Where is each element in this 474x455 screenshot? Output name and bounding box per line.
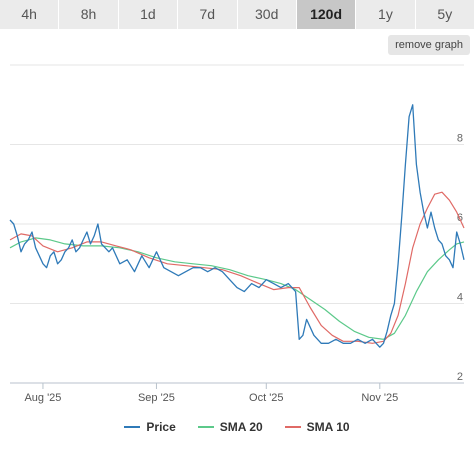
- tab-120d[interactable]: 120d: [296, 0, 357, 29]
- legend-item-sma-10[interactable]: SMA 10: [284, 420, 350, 434]
- legend-label: SMA 10: [306, 420, 350, 434]
- tab-5y[interactable]: 5y: [415, 0, 474, 29]
- x-tick-label: Oct '25: [249, 392, 284, 404]
- series-line-sma-20: [9, 237, 465, 340]
- x-axis: Aug '25 Sep '25 Oct '25 Nov '25: [10, 382, 464, 404]
- x-tick-label: Nov '25: [361, 392, 398, 404]
- y-tick-label: 4: [457, 292, 463, 304]
- series-line-price: [9, 104, 465, 348]
- x-tick-label: Sep '25: [138, 392, 175, 404]
- grid-lines: [10, 64, 464, 304]
- legend-label: SMA 20: [219, 420, 263, 434]
- remove-graph-button[interactable]: remove graph: [388, 35, 470, 55]
- tab-1d[interactable]: 1d: [118, 0, 179, 29]
- tab-7d[interactable]: 7d: [178, 0, 238, 29]
- series-line-sma-10: [9, 191, 465, 344]
- series-group: [9, 104, 465, 348]
- legend-swatch: [124, 426, 141, 428]
- legend-item-sma-20[interactable]: SMA 20: [197, 420, 263, 434]
- x-tick-label: Aug '25: [24, 392, 61, 404]
- legend-label: Price: [146, 420, 176, 434]
- y-tick-label: 8: [457, 133, 463, 145]
- tab-8h[interactable]: 8h: [59, 0, 119, 29]
- tab-1y[interactable]: 1y: [356, 0, 416, 29]
- y-tick-label: 2: [457, 371, 463, 383]
- chart-legend: Price SMA 20 SMA 10: [0, 420, 474, 434]
- tab-30d[interactable]: 30d: [237, 0, 297, 29]
- legend-swatch: [284, 426, 301, 428]
- legend-swatch: [197, 426, 214, 428]
- tab-4h[interactable]: 4h: [0, 0, 60, 29]
- legend-item-price[interactable]: Price: [124, 420, 176, 434]
- range-tabs: 4h 8h 1d 7d 30d 120d 1y 5y: [0, 0, 474, 30]
